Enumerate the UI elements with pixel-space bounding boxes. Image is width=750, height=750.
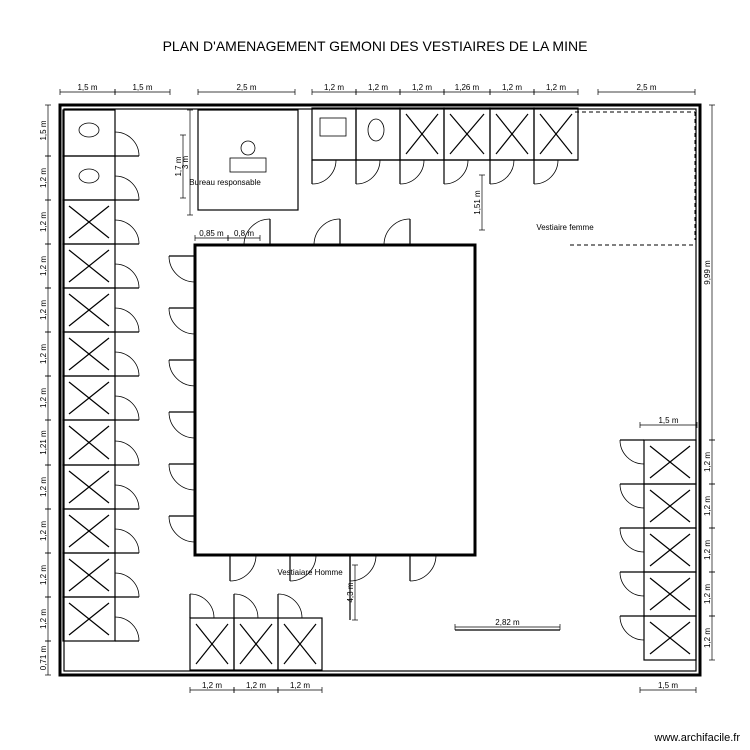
svg-text:1,2 m: 1,2 m xyxy=(202,681,222,690)
svg-text:1,21 m: 1,21 m xyxy=(39,430,48,455)
svg-text:1,2 m: 1,2 m xyxy=(412,83,432,92)
svg-text:4,3 m: 4,3 m xyxy=(346,582,355,602)
svg-text:1,2 m: 1,2 m xyxy=(39,477,48,497)
svg-text:1,2 m: 1,2 m xyxy=(703,496,712,516)
svg-text:1,2 m: 1,2 m xyxy=(368,83,388,92)
svg-text:9,99 m: 9,99 m xyxy=(703,260,712,285)
svg-text:0,85 m: 0,85 m xyxy=(199,229,224,238)
svg-text:2,5 m: 2,5 m xyxy=(636,83,656,92)
svg-text:1,2 m: 1,2 m xyxy=(703,540,712,560)
svg-text:1,2 m: 1,2 m xyxy=(703,628,712,648)
svg-text:1,2 m: 1,2 m xyxy=(39,565,48,585)
svg-text:Bureau responsable: Bureau responsable xyxy=(189,178,261,187)
svg-text:0,71 m: 0,71 m xyxy=(39,645,48,670)
svg-text:1,2 m: 1,2 m xyxy=(246,681,266,690)
svg-text:1,2 m: 1,2 m xyxy=(290,681,310,690)
svg-text:1,2 m: 1,2 m xyxy=(39,521,48,541)
svg-text:1,5 m: 1,5 m xyxy=(658,681,678,690)
svg-text:1,5 m: 1,5 m xyxy=(77,83,97,92)
svg-text:1,5 m: 1,5 m xyxy=(132,83,152,92)
svg-text:1,5 m: 1,5 m xyxy=(658,416,678,425)
svg-text:Vestiaire femme: Vestiaire femme xyxy=(536,223,594,232)
svg-text:1,2 m: 1,2 m xyxy=(39,344,48,364)
svg-text:3 m: 3 m xyxy=(181,156,190,170)
svg-text:1,2 m: 1,2 m xyxy=(703,584,712,604)
svg-text:1,51 m: 1,51 m xyxy=(473,190,482,215)
svg-text:1,2 m: 1,2 m xyxy=(703,452,712,472)
svg-text:0,8 m: 0,8 m xyxy=(234,229,254,238)
svg-text:Vestiaiare Homme: Vestiaiare Homme xyxy=(277,568,343,577)
svg-text:2,5 m: 2,5 m xyxy=(236,83,256,92)
svg-text:1,26 m: 1,26 m xyxy=(455,83,480,92)
svg-text:2,82 m: 2,82 m xyxy=(495,618,520,627)
svg-text:1,2 m: 1,2 m xyxy=(502,83,522,92)
svg-text:1,2 m: 1,2 m xyxy=(39,609,48,629)
footer-credit: www.archifacile.fr xyxy=(654,732,740,744)
svg-text:1,2 m: 1,2 m xyxy=(39,388,48,408)
floorplan-stage: PLAN D'AMENAGEMENT GEMONI DES VESTIAIRES… xyxy=(0,0,750,750)
svg-text:1,2 m: 1,2 m xyxy=(39,256,48,276)
svg-text:1,2 m: 1,2 m xyxy=(546,83,566,92)
svg-text:1,5 m: 1,5 m xyxy=(39,120,48,140)
svg-text:1,2 m: 1,2 m xyxy=(324,83,344,92)
svg-text:1,2 m: 1,2 m xyxy=(39,212,48,232)
svg-text:1,2 m: 1,2 m xyxy=(39,168,48,188)
svg-text:1,2 m: 1,2 m xyxy=(39,300,48,320)
plan-svg: 1,5 m 1,5 m 2,5 m 1,2 m 1,2 m 1,2 m 1,26 m 1,2 … xyxy=(0,0,750,750)
